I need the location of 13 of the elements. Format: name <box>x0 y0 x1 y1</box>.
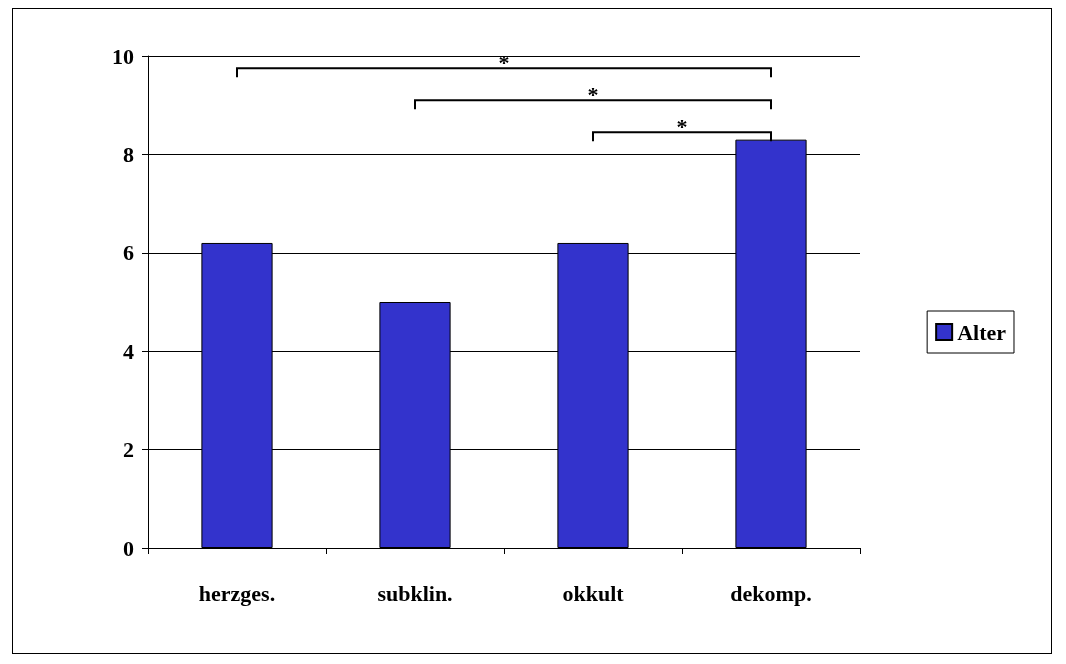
x-tick-label: herzges. <box>198 580 276 606</box>
y-tick-label: 6 <box>123 240 134 266</box>
y-tick-label: 10 <box>112 43 134 69</box>
y-tick-label: 2 <box>123 437 134 463</box>
y-tick-label: 0 <box>123 535 134 561</box>
x-tick-label: okkult <box>562 580 625 606</box>
y-tick-label: 4 <box>123 338 134 364</box>
annotation: * <box>587 82 599 108</box>
y-tick-label: 8 <box>123 141 134 167</box>
annotation: * <box>676 114 688 140</box>
legend-label: Alter <box>957 319 1007 345</box>
x-tick-label: subklin. <box>377 580 453 606</box>
x-tick-label: dekomp. <box>730 580 812 606</box>
